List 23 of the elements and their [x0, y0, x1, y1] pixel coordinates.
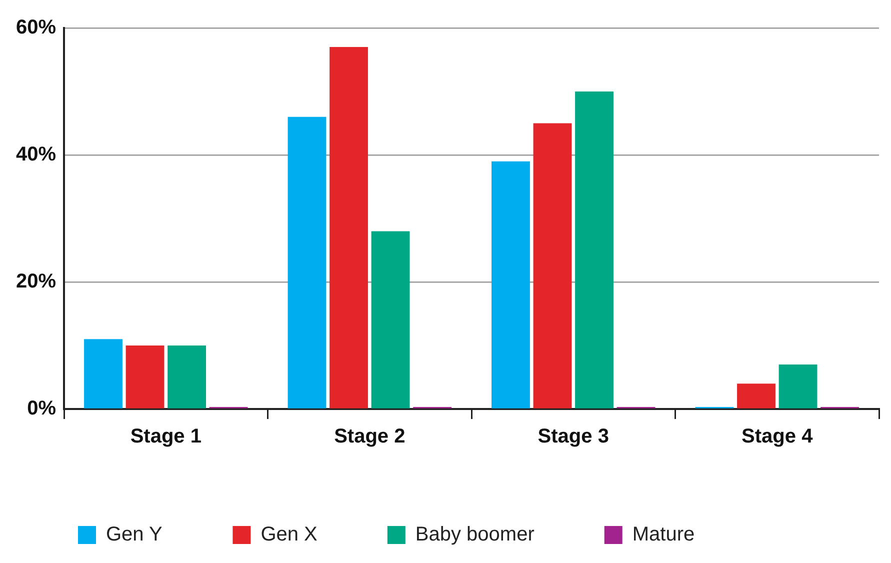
bar: [575, 92, 614, 408]
bar: [168, 346, 206, 408]
bar: [330, 47, 368, 408]
bar: [371, 231, 410, 408]
legend-label: Baby boomer: [415, 524, 535, 546]
y-tick-label: 60%: [16, 16, 56, 39]
bar: [126, 346, 164, 408]
legend-label: Gen Y: [106, 524, 162, 546]
x-tick-label: Stage 2: [334, 426, 406, 448]
bar: [533, 123, 572, 408]
bar: [288, 116, 326, 408]
bar: [778, 364, 818, 408]
y-tick-label: 0%: [27, 398, 56, 420]
x-tick-label: Stage 1: [130, 426, 202, 448]
bar: [492, 161, 530, 408]
y-tick-label: 40%: [16, 144, 56, 166]
legend-label: Mature: [632, 524, 695, 546]
bar: [84, 339, 122, 408]
legend-label: Gen X: [260, 524, 318, 546]
y-tick-label: 20%: [16, 270, 56, 293]
bar: [737, 384, 776, 408]
x-tick-label: Stage 4: [742, 426, 814, 448]
x-tick-label: Stage 3: [538, 426, 609, 448]
